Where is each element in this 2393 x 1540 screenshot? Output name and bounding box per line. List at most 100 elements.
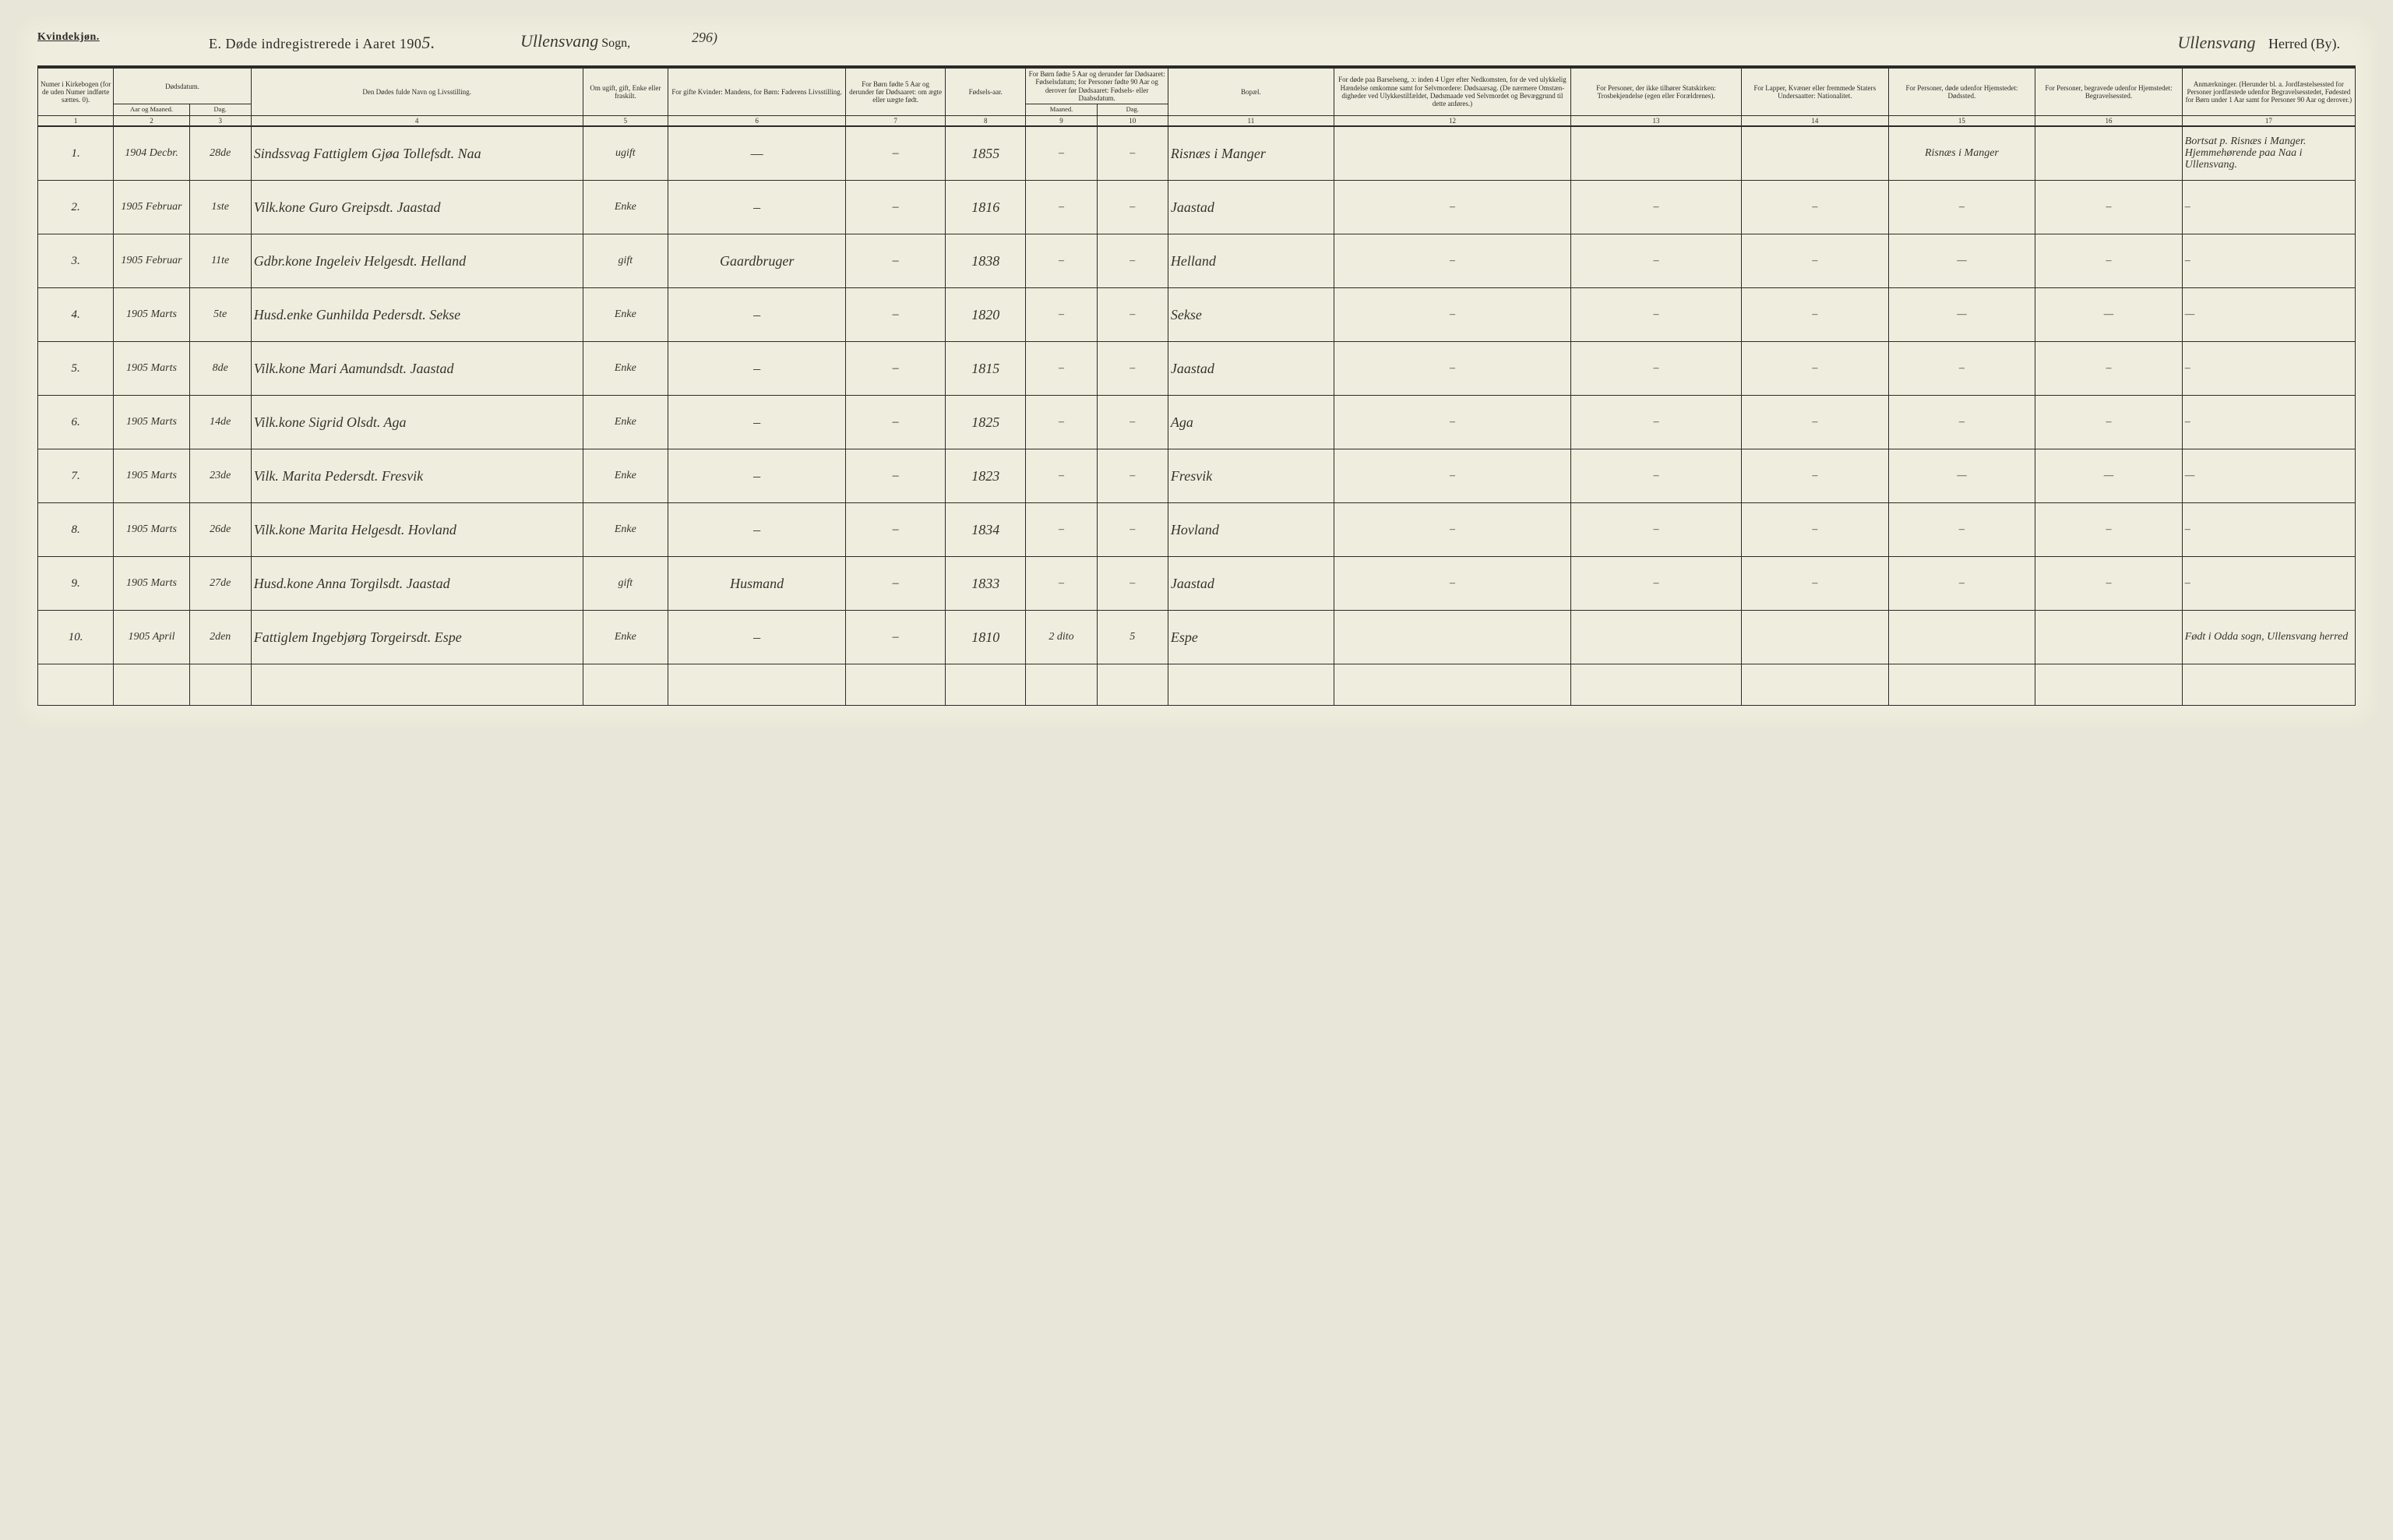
cell-value: Født i Odda sogn, Ullensvang herred xyxy=(2185,631,2348,643)
cell: 1838 xyxy=(946,234,1026,288)
cell-value: – xyxy=(1654,577,1659,589)
cell: – xyxy=(2182,396,2355,449)
cell: – xyxy=(1742,234,1889,288)
cell-value: 1825 xyxy=(971,414,999,430)
cell-value: Sekse xyxy=(1171,307,1202,322)
cell-value: ugift xyxy=(615,147,636,159)
cell: – xyxy=(846,126,946,181)
cell-value: 1905 Marts xyxy=(126,308,177,320)
table-row: 1.1904 Decbr.28deSindssvag Fattiglem Gjø… xyxy=(38,126,2356,181)
cell-value: — xyxy=(2104,308,2113,320)
cell-value: – xyxy=(1812,523,1817,535)
cell: Jaastad xyxy=(1168,342,1334,396)
cell: 2 dito xyxy=(1026,611,1097,664)
cell xyxy=(1334,611,1570,664)
cell: 1905 April xyxy=(114,611,189,664)
cell: — xyxy=(1888,449,2035,503)
cell: — xyxy=(2035,288,2183,342)
cell-value: – xyxy=(2185,577,2190,589)
col-num: 6 xyxy=(668,116,846,127)
col-header: For døde paa Barselseng, ɔ: inden 4 Uger… xyxy=(1334,68,1570,116)
cell-value: – xyxy=(1130,147,1135,159)
cell-value: 2. xyxy=(72,201,80,213)
cell-value: – xyxy=(753,414,760,430)
cell-value: gift xyxy=(619,255,633,266)
cell-value: – xyxy=(1450,470,1455,481)
cell-value: – xyxy=(893,200,899,213)
cell-value: — xyxy=(2185,470,2194,481)
cell-value: Enke xyxy=(615,416,636,428)
cell: – xyxy=(846,234,946,288)
cell: – xyxy=(846,342,946,396)
cell-value: 2 dito xyxy=(1048,631,1073,643)
cell-value: – xyxy=(2106,416,2111,428)
cell: Gdbr.kone Ingeleiv Helgesdt. Helland xyxy=(251,234,583,288)
cell: Vilk.kone Marita Helgesdt. Hovland xyxy=(251,503,583,557)
col-num: 7 xyxy=(846,116,946,127)
cell: Enke xyxy=(583,288,668,342)
cell-value: – xyxy=(1812,470,1817,481)
cell: – xyxy=(1742,396,1889,449)
cell: – xyxy=(1026,449,1097,503)
cell: Husd.kone Anna Torgilsdt. Jaastad xyxy=(251,557,583,611)
cell-value: – xyxy=(1654,416,1659,428)
cell-value: — xyxy=(2104,470,2113,481)
cell: 2den xyxy=(189,611,251,664)
cell: Espe xyxy=(1168,611,1334,664)
cell-value: – xyxy=(1450,577,1455,589)
cell: – xyxy=(668,449,846,503)
cell: – xyxy=(2182,557,2355,611)
cell: – xyxy=(1026,342,1097,396)
cell: Risnæs i Manger xyxy=(1168,126,1334,181)
col-header: For gifte Kvinder: Mandens, for Børn: Fa… xyxy=(668,68,846,116)
title-year-suffix: 5. xyxy=(421,33,435,52)
cell: 1905 Februar xyxy=(114,181,189,234)
cell-value: 1905 Marts xyxy=(126,416,177,428)
page-header: Kvindekjøn. E. Døde indregistrerede i Aa… xyxy=(37,30,2356,61)
cell: — xyxy=(2035,449,2183,503)
table-row: 5.1905 Marts8deVilk.kone Mari Aamundsdt.… xyxy=(38,342,2356,396)
cell xyxy=(1571,611,1742,664)
cell: – xyxy=(668,342,846,396)
col-header: Fødsels-aar. xyxy=(946,68,1026,116)
cell-value: – xyxy=(1959,416,1965,428)
cell-value: – xyxy=(1812,362,1817,374)
cell-value: 1823 xyxy=(971,468,999,484)
cell-value: – xyxy=(753,522,760,537)
cell-value: 28de xyxy=(210,147,231,159)
cell-value: Risnæs i Manger xyxy=(1171,146,1266,161)
cell: – xyxy=(1888,557,2035,611)
cell: 1815 xyxy=(946,342,1026,396)
cell: – xyxy=(846,181,946,234)
cell: Husmand xyxy=(668,557,846,611)
cell-value: 14de xyxy=(210,416,231,428)
col-subheader: Dag. xyxy=(1097,104,1168,116)
cell: – xyxy=(1334,181,1570,234)
cell: Risnæs i Manger xyxy=(1888,126,2035,181)
table-row: 6.1905 Marts14deVilk.kone Sigrid Olsdt. … xyxy=(38,396,2356,449)
col-subheader: Maaned. xyxy=(1026,104,1097,116)
cell-value: – xyxy=(2185,416,2190,428)
cell-value: — xyxy=(1957,308,1966,320)
cell: – xyxy=(846,449,946,503)
cell-value: – xyxy=(753,307,760,322)
cell-value: – xyxy=(1059,577,1064,589)
cell: – xyxy=(1026,181,1097,234)
cell-value: 1905 Marts xyxy=(126,362,177,374)
cell-value: – xyxy=(1654,470,1659,481)
col-header: Bopæl. xyxy=(1168,68,1334,116)
cell: – xyxy=(2035,342,2183,396)
cell: – xyxy=(1097,503,1168,557)
cell: – xyxy=(846,503,946,557)
cell-value: gift xyxy=(619,577,633,589)
col-num: 11 xyxy=(1168,116,1334,127)
gender-label: Kvindekjøn. xyxy=(37,31,100,44)
cell: – xyxy=(1334,396,1570,449)
cell: – xyxy=(846,557,946,611)
cell-value: Enke xyxy=(615,523,636,535)
cell: – xyxy=(846,396,946,449)
cell: Fresvik xyxy=(1168,449,1334,503)
cell: Bortsat p. Risnæs i Manger. Hjemmehørend… xyxy=(2182,126,2355,181)
cell: – xyxy=(1742,503,1889,557)
sogn-script: Ullensvang xyxy=(520,31,598,51)
